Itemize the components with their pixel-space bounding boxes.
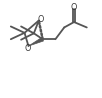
Text: O: O xyxy=(37,15,44,24)
Text: O: O xyxy=(25,44,31,53)
Text: O: O xyxy=(71,3,77,12)
Polygon shape xyxy=(28,37,44,46)
